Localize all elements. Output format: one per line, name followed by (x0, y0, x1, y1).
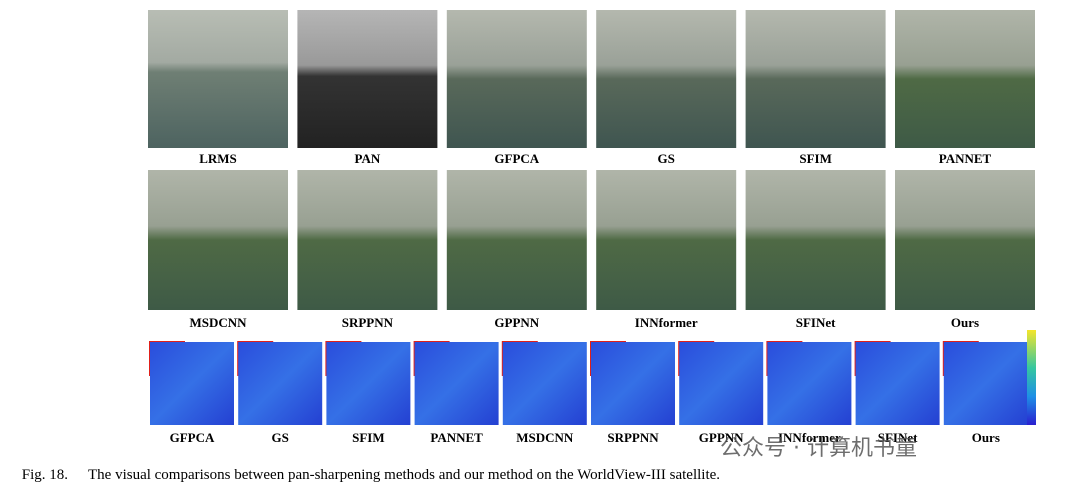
colorbar (1027, 330, 1036, 425)
method-label: PANNET (939, 151, 992, 166)
error-map (679, 342, 764, 425)
method-label: MSDCNN (516, 430, 574, 445)
method-label: GS (272, 430, 289, 445)
method-label: MSDCNN (189, 315, 247, 330)
caption-text: The visual comparisons between pan-sharp… (88, 467, 720, 483)
image-tile (596, 10, 737, 148)
method-label: GFPCA (170, 430, 215, 445)
error-map (767, 342, 852, 425)
caption-label: Fig. 18. (22, 467, 68, 483)
method-label: PANNET (430, 430, 483, 445)
method-label: INNformer (778, 430, 841, 445)
error-map (855, 342, 940, 425)
method-label: SFIM (799, 151, 832, 166)
error-map (591, 342, 675, 425)
error-map (943, 342, 1028, 425)
image-tile (297, 170, 438, 310)
method-label: GFPCA (494, 151, 539, 166)
method-label: SRPPNN (607, 430, 659, 445)
image-tile (745, 170, 886, 310)
error-map (238, 342, 323, 425)
method-label: SFINet (796, 315, 836, 330)
image-tile (446, 170, 587, 310)
error-map (502, 342, 587, 425)
method-label: GS (658, 151, 675, 166)
error-map (150, 342, 234, 425)
watermark: 公众号 · 计算机书童 (720, 436, 917, 461)
method-label: Ours (951, 315, 979, 330)
image-tile (148, 170, 288, 310)
error-map (326, 342, 411, 425)
method-label: GPPNN (699, 430, 744, 445)
method-label: Ours (972, 430, 1000, 445)
image-tile (148, 10, 288, 148)
image-tile (446, 10, 587, 148)
method-label: LRMS (199, 151, 237, 166)
image-tile (895, 10, 1035, 148)
image-tile (895, 170, 1035, 310)
image-tile (297, 10, 438, 148)
method-label: INNformer (635, 315, 698, 330)
method-label: GPPNN (494, 315, 539, 330)
error-map (414, 342, 499, 425)
method-label: SFINet (878, 430, 918, 445)
method-label: SRPPNN (342, 315, 394, 330)
image-tile (596, 170, 737, 310)
method-label: PAN (355, 151, 381, 166)
image-tile (745, 10, 886, 148)
method-label: SFIM (352, 430, 385, 445)
